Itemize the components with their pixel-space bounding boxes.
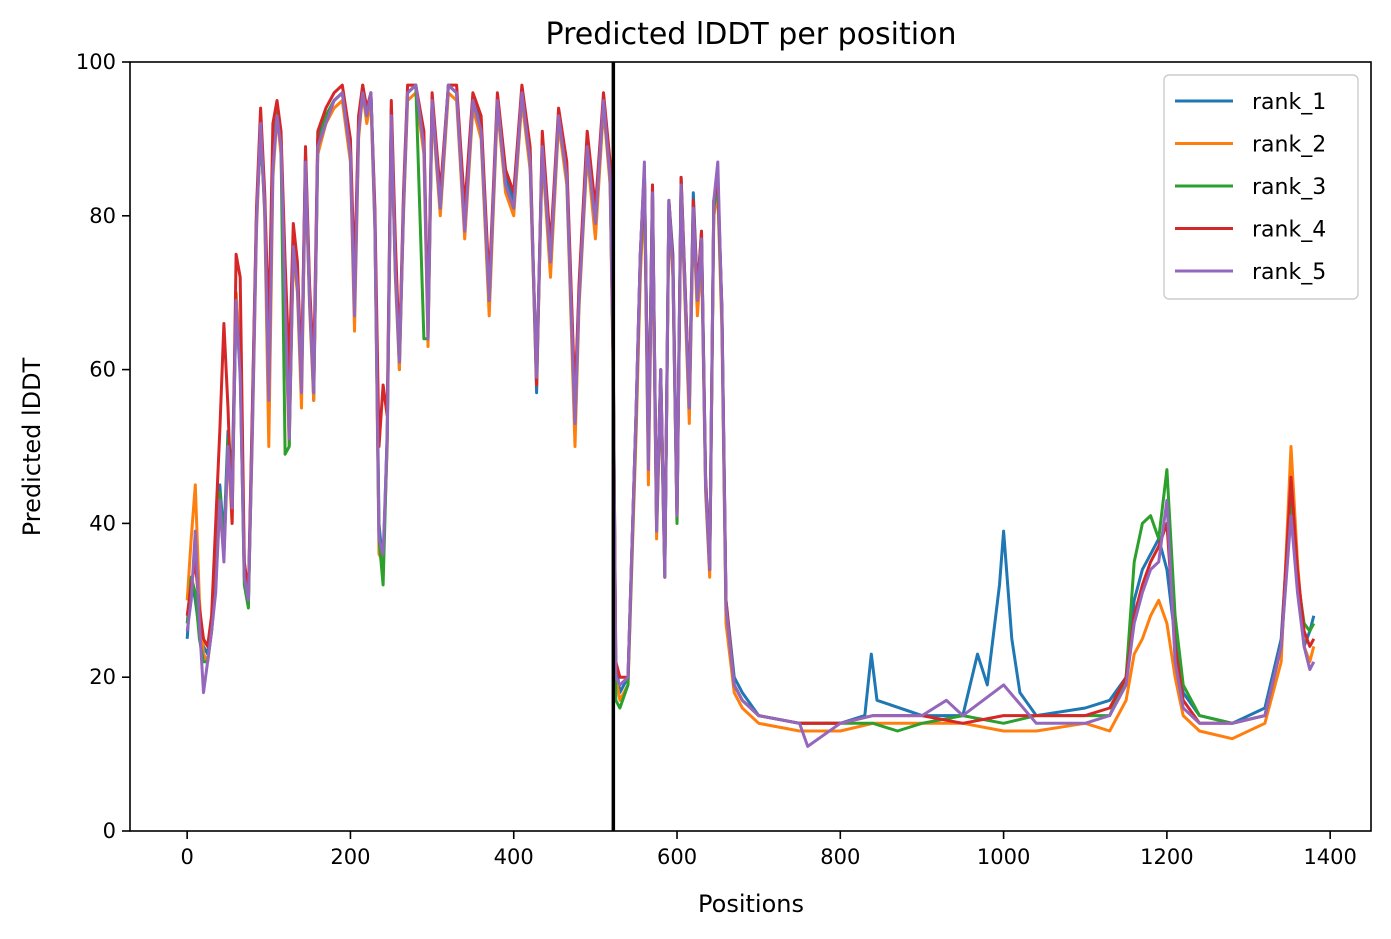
legend-label-rank_5: rank_5 — [1252, 260, 1326, 285]
y-axis: 0 20 40 60 80 100 — [76, 50, 130, 843]
x-tick-label: 0 — [180, 845, 193, 869]
x-tick-label: 800 — [820, 845, 860, 869]
y-tick-label: 100 — [76, 50, 116, 74]
legend-label-rank_4: rank_4 — [1252, 218, 1326, 243]
y-axis-label: Predicted lDDT — [18, 357, 46, 536]
series-lines — [185, 83, 1316, 748]
y-tick-label: 40 — [89, 511, 116, 535]
y-tick-label: 80 — [89, 204, 116, 228]
x-tick-label: 200 — [330, 845, 370, 869]
x-axis: 0 200 400 600 800 1000 1200 1400 — [180, 831, 1357, 869]
x-tick-label: 1400 — [1303, 845, 1356, 869]
series-line-rank_5 — [185, 83, 1316, 748]
x-tick-label: 1200 — [1140, 845, 1193, 869]
legend-label-rank_3: rank_3 — [1252, 175, 1326, 200]
legend: rank_1 rank_2 rank_3 rank_4 rank_5 — [1163, 74, 1359, 300]
legend-label-rank_1: rank_1 — [1252, 90, 1326, 115]
x-tick-label: 1000 — [977, 845, 1030, 869]
chart-title: Predicted lDDT per position — [546, 17, 957, 52]
y-tick-label: 0 — [103, 819, 116, 843]
y-tick-label: 20 — [89, 665, 116, 689]
y-tick-label: 60 — [89, 358, 116, 382]
legend-box — [1163, 74, 1359, 300]
x-axis-label: Positions — [698, 890, 804, 918]
x-tick-label: 400 — [494, 845, 534, 869]
plot-frame — [129, 61, 1372, 832]
x-tick-label: 600 — [657, 845, 697, 869]
legend-label-rank_2: rank_2 — [1252, 133, 1326, 158]
